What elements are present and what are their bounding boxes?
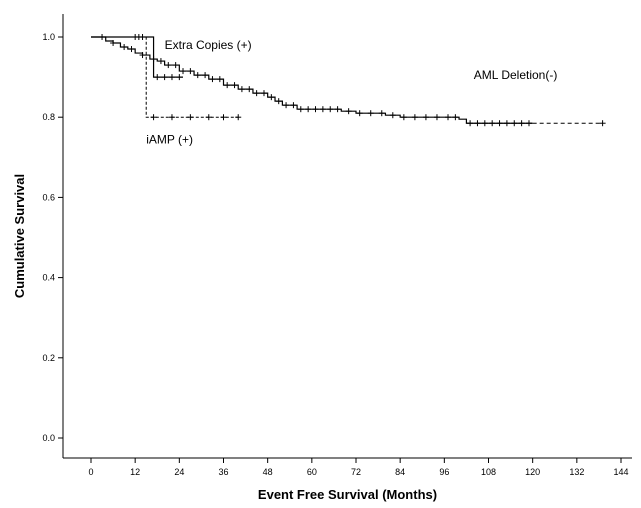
x-tick-label: 48 xyxy=(263,467,273,477)
axes: 0 12 24 36 48 60 72 84 96 108 120 132 144 0.0 0.2 0.4 0.… xyxy=(42,14,632,477)
annotations: Extra Copies (+) iAMP (+) AML Deletion(-) xyxy=(146,38,557,146)
series-2 xyxy=(91,36,242,121)
x-tick-label: 96 xyxy=(439,467,449,477)
series-line xyxy=(91,36,533,124)
y-tick-label: 0.4 xyxy=(42,273,55,283)
y-tick-label: 0.8 xyxy=(42,112,55,122)
y-axis-title: Cumulative Survival xyxy=(12,174,27,298)
y-tick-label: 1.0 xyxy=(42,32,55,42)
x-tick-label: 60 xyxy=(307,467,317,477)
x-tick-label: 72 xyxy=(351,467,361,477)
x-tick-label: 132 xyxy=(569,467,584,477)
x-tick-label: 84 xyxy=(395,467,405,477)
x-tick-label: 108 xyxy=(481,467,496,477)
x-tick-label: 144 xyxy=(613,467,628,477)
series-annotation-label: Extra Copies (+) xyxy=(165,38,252,52)
series-annotation-label: AML Deletion(-) xyxy=(474,68,558,82)
x-tick-label: 120 xyxy=(525,467,540,477)
series-group xyxy=(91,34,606,127)
x-tick-label: 36 xyxy=(218,467,228,477)
y-tick-label: 0.2 xyxy=(42,353,55,363)
x-tick-label: 24 xyxy=(174,467,184,477)
y-tick-label: 0.6 xyxy=(42,192,55,202)
series-annotation-label: iAMP (+) xyxy=(146,132,193,146)
x-axis-title: Event Free Survival (Months) xyxy=(258,487,437,502)
x-tick-label: 0 xyxy=(88,467,93,477)
y-tick-label: 0.0 xyxy=(42,433,55,443)
x-tick-label: 12 xyxy=(130,467,140,477)
